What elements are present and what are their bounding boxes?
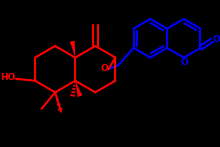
Text: HO: HO [0,73,16,82]
Polygon shape [75,81,82,97]
Text: O: O [213,35,220,44]
Text: O: O [181,58,189,67]
Text: O: O [101,64,108,73]
Polygon shape [70,41,75,58]
